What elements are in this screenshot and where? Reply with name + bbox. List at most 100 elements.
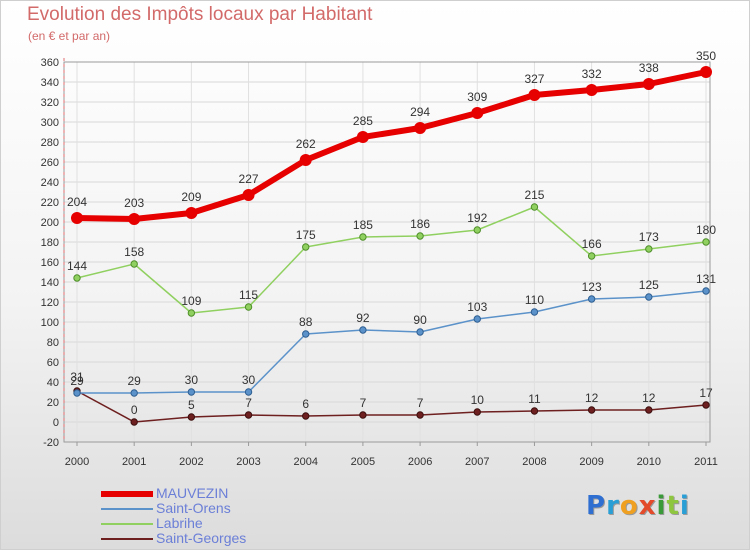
- data-point: [530, 203, 539, 211]
- x-tick-label: 2006: [408, 456, 432, 468]
- plot-border: [63, 61, 711, 443]
- y-tick-label: 260: [41, 157, 59, 169]
- x-tick-label: 2004: [293, 456, 317, 468]
- data-label: 166: [582, 237, 602, 251]
- data-label: 10: [471, 393, 485, 407]
- data-label: 7: [417, 396, 424, 410]
- y-tick-label: 20: [47, 397, 59, 409]
- data-label: 173: [639, 230, 659, 244]
- logo-letter: x: [638, 491, 657, 521]
- data-label: 204: [67, 195, 87, 209]
- data-label: 144: [67, 259, 87, 273]
- legend-label: Saint-Georges: [156, 530, 247, 546]
- data-label: 110: [525, 293, 544, 307]
- data-label: 327: [524, 72, 544, 86]
- data-point: [359, 326, 367, 334]
- data-point: [187, 388, 196, 396]
- data-point: [302, 412, 310, 420]
- data-point: [473, 408, 481, 416]
- data-point: [645, 293, 653, 301]
- data-label: 338: [639, 61, 659, 75]
- data-label: 158: [124, 245, 144, 259]
- data-point: [530, 407, 539, 415]
- data-label: 185: [353, 218, 373, 232]
- data-label: 123: [582, 280, 602, 294]
- data-point: [244, 388, 253, 396]
- logo-letter: r: [606, 491, 620, 521]
- data-point: [302, 330, 310, 338]
- data-label: 215: [524, 188, 544, 202]
- data-label: 350: [696, 49, 716, 63]
- data-label: 227: [239, 172, 259, 186]
- data-point: [473, 226, 481, 234]
- data-point: [416, 328, 424, 336]
- legend-swatch: [101, 491, 153, 497]
- data-point: [185, 207, 198, 219]
- data-label: 30: [185, 373, 199, 387]
- data-point: [302, 243, 310, 251]
- data-point: [356, 131, 369, 143]
- y-tick-label: 100: [41, 317, 59, 329]
- data-point: [587, 252, 596, 260]
- y-tick-label: 120: [41, 297, 59, 309]
- data-label: 115: [239, 288, 258, 302]
- data-point: [244, 303, 253, 311]
- data-point: [299, 154, 312, 166]
- x-tick-label: 2008: [522, 456, 546, 468]
- data-label: 109: [181, 294, 201, 308]
- data-label: 209: [181, 190, 201, 204]
- data-label: 186: [410, 217, 430, 231]
- legend-swatch: [101, 508, 153, 510]
- y-tick-label: 300: [41, 117, 59, 129]
- data-point: [244, 411, 253, 419]
- series-line-mauvezin: [74, 69, 709, 222]
- data-point: [242, 189, 255, 201]
- data-point: [645, 245, 653, 253]
- y-tick-label: 240: [41, 177, 59, 189]
- chart-subtitle: (en € et par an): [28, 29, 111, 43]
- data-point: [702, 287, 710, 295]
- data-point: [416, 411, 424, 419]
- data-point: [414, 122, 427, 134]
- y-tick-label: 160: [41, 257, 59, 269]
- x-tick-label: 2001: [122, 456, 146, 468]
- x-tick-label: 2003: [236, 456, 260, 468]
- data-point: [473, 315, 481, 323]
- data-point: [187, 309, 196, 317]
- data-point: [585, 84, 598, 96]
- series-line-labrihe: [76, 206, 707, 314]
- data-label: 103: [467, 300, 487, 314]
- data-point: [700, 66, 712, 78]
- data-label: 88: [299, 315, 313, 329]
- data-label: 11: [528, 392, 541, 406]
- x-tick-label: 2010: [637, 456, 661, 468]
- x-tick-label: 2009: [579, 456, 603, 468]
- y-tick-label: 180: [41, 237, 59, 249]
- data-point: [128, 213, 141, 225]
- data-label: 203: [124, 196, 144, 210]
- data-point: [702, 401, 710, 409]
- data-point: [471, 107, 484, 119]
- data-label: 6: [302, 397, 309, 411]
- data-point: [130, 418, 138, 426]
- y-tick-label: 60: [47, 357, 59, 369]
- data-label: 90: [413, 313, 427, 327]
- data-point: [416, 232, 424, 240]
- data-label: 309: [467, 90, 487, 104]
- legend-label: Labrihe: [156, 515, 203, 531]
- data-point: [73, 274, 81, 282]
- data-label: 92: [356, 311, 370, 325]
- chart-title: Evolution des Impôts locaux par Habitant: [27, 4, 373, 25]
- data-label: 175: [296, 228, 316, 242]
- y-tick-label: 40: [47, 377, 59, 389]
- y-tick-label: 320: [41, 97, 59, 109]
- data-point: [359, 233, 367, 241]
- data-label: 332: [582, 67, 602, 81]
- data-label: 7: [360, 396, 367, 410]
- y-tick-label: -20: [43, 437, 59, 449]
- data-label: 17: [699, 386, 713, 400]
- y-tick-label: 280: [41, 137, 59, 149]
- data-point: [587, 406, 596, 414]
